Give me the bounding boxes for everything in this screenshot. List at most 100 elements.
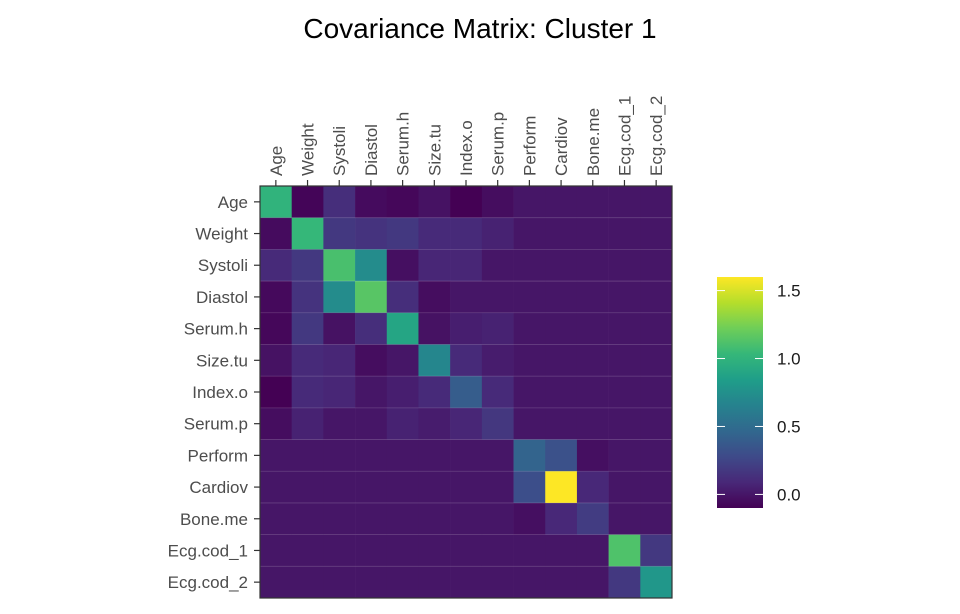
heatmap-cell (386, 407, 419, 440)
heatmap-cell (481, 471, 514, 504)
colorbar-label: 0.0 (777, 485, 801, 504)
heatmap-cell (545, 534, 578, 567)
heatmap-cell (260, 566, 292, 599)
heatmap-cell (481, 502, 514, 535)
heatmap-cell (260, 249, 292, 282)
heatmap-cell (323, 376, 356, 409)
heatmap-cell (481, 217, 514, 250)
heatmap-cell (323, 281, 356, 314)
heatmap-cell (386, 534, 419, 567)
heatmap-cell (513, 249, 546, 282)
heatmap-cell (386, 376, 419, 409)
heatmap-cell (640, 534, 673, 567)
heatmap-cell (513, 502, 546, 535)
heatmap-cell (260, 439, 292, 472)
heatmap-cell (545, 566, 578, 599)
heatmap-cell (291, 566, 324, 599)
x-tick-label: Perform (520, 116, 539, 176)
heatmap-cell (323, 344, 356, 377)
heatmap-cell (323, 471, 356, 504)
x-tick-label: Serum.p (489, 112, 508, 176)
heatmap-cell (355, 312, 388, 345)
heatmap-cell (450, 376, 483, 409)
x-tick-label: Serum.h (394, 112, 413, 176)
x-axis: Age Weight Systoli Diastol Serum.h Size.tu Ind… (267, 96, 666, 186)
heatmap-cell (513, 217, 546, 250)
heatmap-cell (450, 502, 483, 535)
x-tick-label: Diastol (362, 124, 381, 176)
heatmap-cell (418, 217, 451, 250)
heatmap-cell (608, 217, 641, 250)
heatmap-cell (608, 502, 641, 535)
heatmap-cell (323, 407, 356, 440)
heatmap-cell (260, 344, 292, 377)
heatmap-cell (418, 344, 451, 377)
heatmap-cell (355, 217, 388, 250)
heatmap-cell (323, 534, 356, 567)
heatmap-cell (418, 312, 451, 345)
heatmap-cell (386, 217, 419, 250)
heatmap-cell (545, 407, 578, 440)
heatmap-cell (513, 186, 546, 218)
heatmap-cell (450, 249, 483, 282)
heatmap-cell (355, 344, 388, 377)
heatmap-cell (608, 471, 641, 504)
heatmap-cell (481, 566, 514, 599)
heatmap-cell (545, 312, 578, 345)
heatmap-cell (576, 312, 609, 345)
heatmap-cell (576, 502, 609, 535)
y-tick-label: Serum.p (184, 415, 248, 434)
y-tick-label: Bone.me (180, 510, 248, 529)
heatmap-cell (545, 186, 578, 218)
heatmap-cell (481, 439, 514, 472)
y-tick-label: Cardiov (189, 478, 248, 497)
heatmap-cell (386, 566, 419, 599)
heatmap-cell (608, 249, 641, 282)
heatmap-cell (640, 217, 673, 250)
heatmap-cell (260, 502, 292, 535)
x-tick-label: Ecg.cod_2 (647, 96, 666, 176)
heatmap-cell (323, 249, 356, 282)
heatmap-cell (640, 439, 673, 472)
heatmap-cell (640, 376, 673, 409)
heatmap-cell (450, 566, 483, 599)
heatmap-cell (291, 407, 324, 440)
colorbar-label: 1.0 (777, 350, 801, 369)
heatmap-cell (576, 471, 609, 504)
heatmap-cell (323, 502, 356, 535)
heatmap-cell (386, 344, 419, 377)
heatmap-cell (386, 312, 419, 345)
heatmap-cell (386, 186, 419, 218)
heatmap-cell (418, 439, 451, 472)
heatmap-cell (418, 502, 451, 535)
heatmap-cell (513, 471, 546, 504)
heatmap-cell (291, 502, 324, 535)
heatmap-cell (291, 281, 324, 314)
heatmap-cell (291, 439, 324, 472)
y-tick-label: Age (218, 193, 248, 212)
heatmap-cell (576, 249, 609, 282)
heatmap-cell (513, 439, 546, 472)
heatmap-cell (640, 407, 673, 440)
heatmap-cell (608, 566, 641, 599)
y-tick-label: Serum.h (184, 320, 248, 339)
x-tick-label: Cardiov (552, 117, 571, 176)
heatmap-cell (355, 439, 388, 472)
heatmap-cell (576, 281, 609, 314)
heatmap-cell (450, 439, 483, 472)
heatmap-cell (418, 249, 451, 282)
y-tick-label: Index.o (192, 383, 248, 402)
heatmap-cell (450, 344, 483, 377)
heatmap-cell (513, 534, 546, 567)
heatmap-cell (355, 502, 388, 535)
heatmap-cell (545, 281, 578, 314)
heatmap-cell (291, 534, 324, 567)
colorbar-label: 1.5 (777, 282, 801, 301)
heatmap-cell (291, 217, 324, 250)
heatmap-cell (291, 312, 324, 345)
heatmap-cell (355, 534, 388, 567)
y-tick-label: Perform (188, 446, 248, 465)
x-tick-label: Index.o (457, 120, 476, 176)
heatmap-cell (513, 344, 546, 377)
heatmap-cell (576, 566, 609, 599)
